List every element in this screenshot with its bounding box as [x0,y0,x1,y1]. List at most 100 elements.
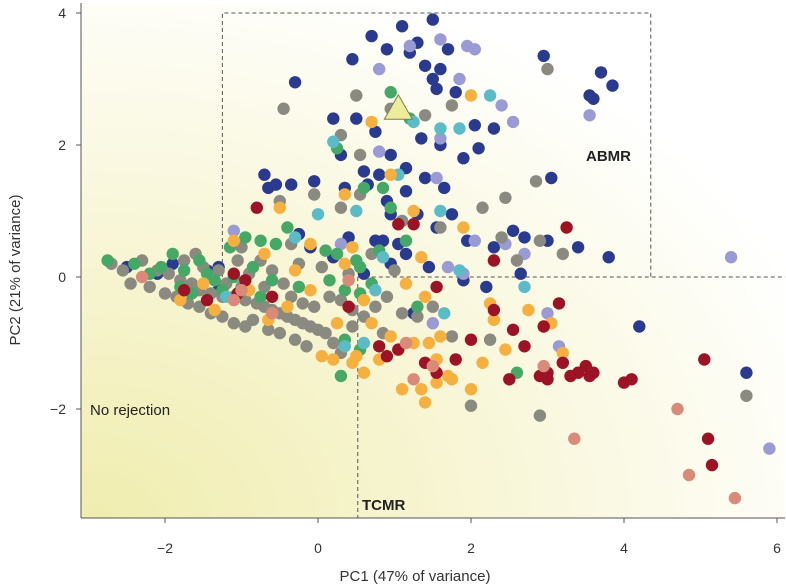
data-point-gray [158,287,172,300]
data-point-orange [418,396,432,409]
data-point-orange [399,277,413,290]
data-point-green [384,86,397,99]
y-tick-label: −2 [50,401,66,417]
data-point-gray [510,254,524,267]
data-point-navy [587,92,600,106]
reference-triangle-marker [383,93,414,120]
data-point-gray [395,307,409,320]
x-tick-label: 4 [620,540,628,556]
data-point-lavender [434,132,447,145]
data-point-navy [426,72,439,86]
data-point-navy [285,178,298,191]
region-label-abmr: ABMR [586,148,631,165]
data-point-navy [357,165,371,178]
data-point-navy [399,247,413,261]
data-point-green [193,254,206,267]
data-point-green [338,284,351,297]
data-point-navy [506,224,520,237]
data-point-teal [369,284,382,297]
data-point-orange [365,317,378,330]
data-point-gray [533,234,547,247]
data-point-orange [445,373,459,386]
data-point-orange [315,350,328,363]
data-point-darkred [583,369,596,383]
data-point-gray [529,175,543,188]
data-point-green [323,274,336,287]
data-point-gray [288,333,302,346]
data-point-orange [384,330,397,343]
data-point-navy [438,181,451,195]
data-point-darkred [556,356,569,369]
data-point-green [376,181,390,195]
data-point-darkred [701,432,715,445]
data-point-darkred [564,369,577,383]
data-point-gray [212,264,225,277]
data-point-orange [418,290,432,303]
data-point-green [254,234,267,247]
data-point-orange [357,293,371,307]
data-point-salmon [227,293,240,307]
data-point-green [101,254,114,267]
data-point-navy [449,86,462,99]
axes [80,3,785,519]
data-point-darkred [342,300,355,313]
data-point-green [384,201,397,214]
data-point-darkred [430,280,443,294]
data-point-green [334,369,348,383]
data-point-orange [227,234,240,247]
data-point-darkred [407,218,420,231]
data-point-gray [262,323,275,336]
data-point-gray [308,188,321,201]
data-point-navy [418,59,432,72]
data-point-teal [350,204,363,218]
data-point-salmon [568,432,581,445]
data-point-darkred [449,353,462,366]
data-point-navy [602,251,615,264]
data-point-orange [464,383,478,396]
data-point-navy [346,53,359,66]
data-point-navy [518,231,531,244]
data-point-gray [300,340,313,353]
data-point-lavender [724,251,738,264]
data-point-navy [327,112,340,125]
data-point-orange [197,277,210,290]
data-point-navy [369,125,382,138]
data-point-green [208,274,221,287]
data-point-gray [116,264,130,277]
data-point-lavender [441,260,455,274]
data-point-teal [434,122,447,135]
data-point-teal [434,204,447,218]
data-point-navy [434,62,447,76]
data-point-gray [273,326,286,340]
data-point-orange [288,264,302,277]
data-point-gray [231,254,244,267]
data-point-gray [323,290,336,303]
data-point-gray [177,254,191,267]
data-point-navy [468,119,481,132]
data-point-navy [472,142,485,155]
data-point-darkred [265,290,279,303]
data-point-navy [740,366,753,379]
data-point-gray [476,201,489,214]
data-point-navy [418,171,432,185]
axis-ticks: −2 0 2 4 6 −2 0 2 4 [50,5,781,556]
data-point-lavender [495,99,508,112]
x-axis-title: PC1 (47% of variance) [340,568,491,585]
data-point-navy [487,241,501,254]
data-point-navy [166,257,179,270]
data-point-navy [373,168,386,181]
data-point-orange [457,221,470,234]
data-point-orange [395,383,409,396]
data-point-orange [487,313,501,327]
data-point-green [246,260,260,274]
y-tick-label: 4 [58,5,66,21]
y-tick-label: 0 [58,269,66,285]
data-point-orange [556,346,569,360]
data-point-salmon [537,359,550,373]
data-point-teal [288,231,302,244]
data-point-lavender [541,307,554,320]
data-point-darkred [541,373,554,386]
data-point-darkred [464,333,478,346]
data-point-salmon [235,284,248,297]
data-point-salmon [399,336,413,350]
